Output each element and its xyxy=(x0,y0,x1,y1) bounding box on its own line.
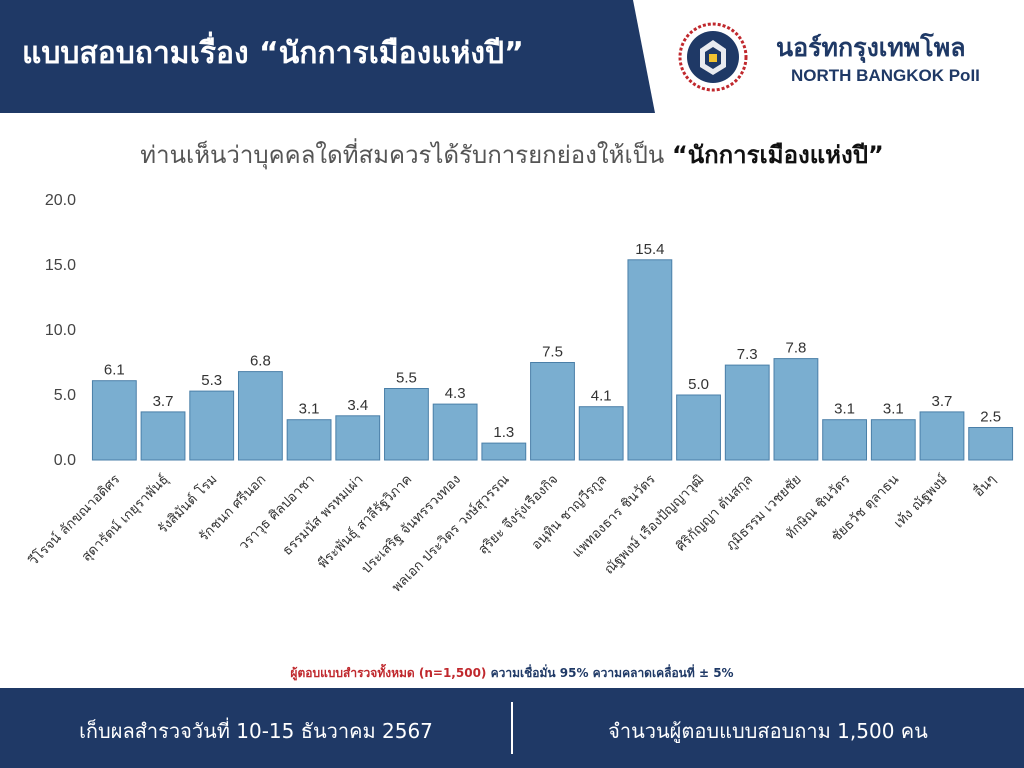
bar-value-label: 15.4 xyxy=(635,241,664,258)
category-label: แพทองธาร ชินวัตร xyxy=(569,472,658,561)
bar-value-label: 6.8 xyxy=(250,353,271,370)
bar xyxy=(919,411,965,461)
bar-value-label: 3.4 xyxy=(347,397,368,414)
bar-value-label: 4.1 xyxy=(591,388,612,405)
survey-note: ผู้ตอบแบบสำรวจทั้งหมด (n=1,500) ความเชื่… xyxy=(0,664,1024,683)
bar-value-label: 7.5 xyxy=(542,344,563,361)
bar xyxy=(724,364,770,461)
survey-date: เก็บผลสำรวจวันที่ 10-15 ธันวาคม 2567 xyxy=(79,719,433,743)
survey-question: ท่านเห็นว่าบุคคลใดที่สมควรได้รับการยกย่อ… xyxy=(0,135,1024,174)
category-label: อื่นๆ xyxy=(969,470,999,500)
bar-value-label: 7.3 xyxy=(737,346,758,363)
y-tick-label: 20.0 xyxy=(45,192,76,209)
brand-name-thai: นอร์ทกรุงเทพโพล xyxy=(776,33,966,62)
y-tick-label: 10.0 xyxy=(45,322,76,339)
y-tick-label: 5.0 xyxy=(54,387,76,404)
bar xyxy=(432,403,478,461)
bar xyxy=(91,380,137,461)
bar xyxy=(286,419,332,461)
bar-value-label: 6.1 xyxy=(104,362,125,379)
question-prefix: ท่านเห็นว่าบุคคลใดที่สมควรได้รับการยกย่อ… xyxy=(140,141,665,169)
bar-value-label: 1.3 xyxy=(493,424,514,441)
bar xyxy=(822,419,868,461)
bar xyxy=(773,358,819,461)
bar xyxy=(335,415,381,461)
bar-value-label: 3.1 xyxy=(834,401,855,418)
bar-value-label: 5.5 xyxy=(396,370,417,387)
category-label: สุดารัตน์ เกยุราพันธุ์ xyxy=(78,471,172,565)
bar xyxy=(676,394,721,461)
bar xyxy=(384,388,429,461)
footer-divider xyxy=(511,702,513,754)
y-tick-label: 15.0 xyxy=(45,257,76,274)
respondent-count: จำนวนผู้ตอบแบบสอบถาม 1,500 คน xyxy=(608,719,928,743)
bar xyxy=(140,411,186,461)
bar-value-label: 2.5 xyxy=(980,409,1001,426)
brand-name-english: NORTH BANGKOK PoII xyxy=(791,66,980,85)
bar-value-label: 5.0 xyxy=(688,376,709,393)
bar xyxy=(237,371,283,461)
bar xyxy=(578,406,624,461)
category-label: วีโรจน์ ลักขณาอดิศร xyxy=(25,471,124,570)
bar xyxy=(968,427,1014,461)
confidence-note: ความเชื่อมั่น 95% ความคลาดเคลื่อนที่ ± 5… xyxy=(490,666,734,680)
sample-size-note: ผู้ตอบแบบสำรวจทั้งหมด (n=1,500) xyxy=(290,666,487,680)
bar xyxy=(530,362,575,461)
category-label: เท้ง ณัฐพงษ์ xyxy=(890,471,951,532)
bar-value-label: 3.7 xyxy=(153,393,174,410)
bar-value-label: 4.3 xyxy=(445,385,466,402)
category-label: พีระพันธุ์ สาลีรัฐวิภาค xyxy=(314,471,415,572)
bar-value-label: 3.1 xyxy=(883,401,904,418)
bar xyxy=(627,259,673,461)
question-emphasis: “นักการเมืองแห่งปี” xyxy=(671,141,884,169)
y-tick-label: 0.0 xyxy=(54,452,76,469)
bar xyxy=(189,390,235,461)
bar-value-label: 3.1 xyxy=(299,401,320,418)
bar xyxy=(481,442,527,461)
footer: เก็บผลสำรวจวันที่ 10-15 ธันวาคม 2567 จำน… xyxy=(0,688,1024,768)
header-band xyxy=(0,0,655,113)
bar xyxy=(870,419,916,461)
bar-chart: 0.0 5.0 10.0 15.0 20.0 6.1 วีโรจน์ ลักขณาอดิศร… xyxy=(25,192,1014,595)
university-logo-icon xyxy=(678,22,748,92)
header-title: แบบสอบถามเรื่อง “นักการเมืองแห่งปี” xyxy=(22,36,524,71)
bar-value-label: 5.3 xyxy=(201,372,222,389)
bar-value-label: 7.8 xyxy=(785,340,806,357)
bar-value-label: 3.7 xyxy=(932,393,953,410)
